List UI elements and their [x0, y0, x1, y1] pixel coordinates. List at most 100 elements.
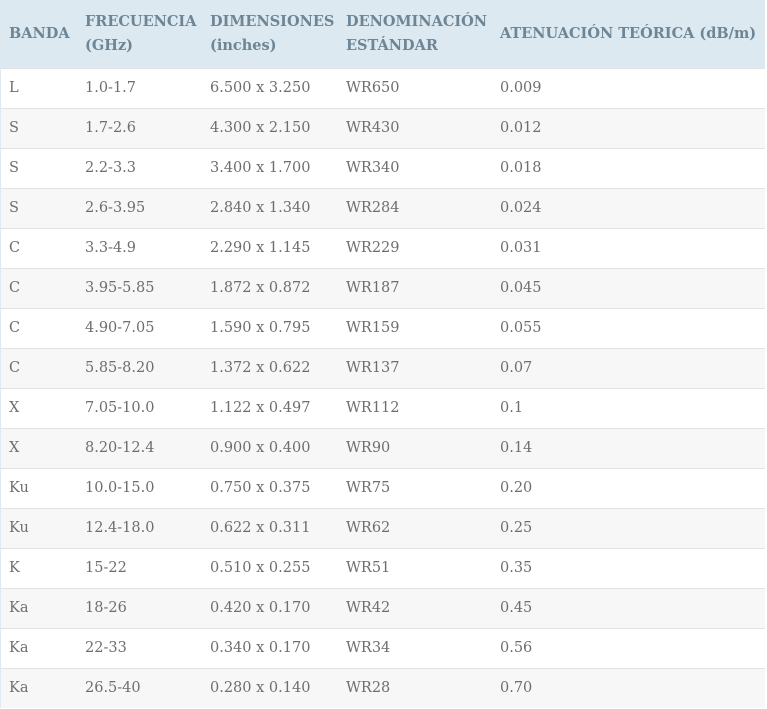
cell-dimensiones: 0.510 x 0.255	[210, 560, 311, 576]
cell-frecuencia: 1.7-2.6	[85, 120, 137, 136]
cell-banda: S	[9, 120, 19, 136]
cell-denominacion: WR42	[346, 600, 391, 616]
cell-frecuencia: 2.6-3.95	[85, 200, 146, 216]
cell-denominacion: WR340	[346, 160, 400, 176]
cell-frecuencia: 18-26	[85, 600, 127, 616]
cell-denominacion: WR62	[346, 520, 391, 536]
cell-denominacion: WR187	[346, 280, 400, 296]
cell-dimensiones: 4.300 x 2.150	[210, 120, 311, 136]
table-row: X 8.20-12.4 0.900 x 0.400 WR90 0.14	[1, 428, 765, 468]
cell-banda: Ku	[9, 520, 29, 536]
table-row: S 2.6-3.95 2.840 x 1.340 WR284 0.024	[1, 188, 765, 228]
cell-banda: C	[9, 280, 21, 296]
cell-banda: C	[9, 240, 21, 256]
cell-denominacion: WR159	[346, 320, 400, 336]
cell-denominacion: WR90	[346, 440, 391, 456]
cell-banda: X	[9, 400, 20, 416]
table-header: BANDA FRECUENCIA (GHz) DIMENSIONES (inch…	[1, 0, 765, 68]
cell-frecuencia: 22-33	[85, 640, 127, 656]
column-header-frecuencia: FRECUENCIA (GHz)	[85, 12, 197, 54]
cell-denominacion: WR650	[346, 80, 400, 96]
cell-dimensiones: 2.840 x 1.340	[210, 200, 311, 216]
cell-atenuacion: 0.25	[500, 520, 533, 536]
cell-atenuacion: 0.14	[500, 440, 533, 456]
cell-dimensiones: 6.500 x 3.250	[210, 80, 311, 96]
table-row: S 2.2-3.3 3.400 x 1.700 WR340 0.018	[1, 148, 765, 188]
cell-dimensiones: 1.372 x 0.622	[210, 360, 311, 376]
cell-denominacion: WR34	[346, 640, 391, 656]
cell-dimensiones: 3.400 x 1.700	[210, 160, 311, 176]
cell-atenuacion: 0.031	[500, 240, 542, 256]
cell-frecuencia: 10.0-15.0	[85, 480, 155, 496]
cell-atenuacion: 0.70	[500, 680, 533, 697]
column-header-dimensiones: DIMENSIONES (inches)	[210, 12, 335, 54]
cell-atenuacion: 0.35	[500, 560, 533, 576]
table-row: C 5.85-8.20 1.372 x 0.622 WR137 0.07	[1, 348, 765, 388]
column-header-atenuacion: ATENUACIÓN TEÓRICA (dB/m)	[500, 24, 757, 42]
cell-dimensiones: 0.622 x 0.311	[210, 520, 311, 536]
cell-atenuacion: 0.009	[500, 80, 542, 96]
table-row: C 3.95-5.85 1.872 x 0.872 WR187 0.045	[1, 268, 765, 308]
cell-frecuencia: 3.95-5.85	[85, 280, 155, 296]
cell-denominacion: WR284	[346, 200, 400, 216]
cell-atenuacion: 0.56	[500, 640, 533, 656]
cell-banda: L	[9, 80, 19, 96]
table-row: Ku 10.0-15.0 0.750 x 0.375 WR75 0.20	[1, 468, 765, 508]
header-row: BANDA FRECUENCIA (GHz) DIMENSIONES (inch…	[1, 0, 765, 68]
table-body: L 1.0-1.7 6.500 x 3.250 WR650 0.009 S 1.7-2.6 4…	[1, 68, 765, 708]
table-row: Ka 26.5-40 0.280 x 0.140 WR28 0.70	[1, 668, 765, 708]
cell-frecuencia: 5.85-8.20	[85, 360, 155, 376]
cell-atenuacion: 0.012	[500, 120, 542, 136]
cell-atenuacion: 0.20	[500, 480, 533, 496]
cell-banda: C	[9, 360, 21, 376]
cell-atenuacion: 0.018	[500, 160, 542, 176]
table-row: L 1.0-1.7 6.500 x 3.250 WR650 0.009	[1, 68, 765, 108]
column-header-denominacion: DENOMINACIÓN ESTÁNDAR	[346, 12, 488, 54]
cell-banda: C	[9, 320, 21, 336]
cell-dimensiones: 1.122 x 0.497	[210, 400, 311, 416]
cell-denominacion: WR28	[346, 680, 391, 697]
table-row: K 15-22 0.510 x 0.255 WR51 0.35	[1, 548, 765, 588]
cell-dimensiones: 2.290 x 1.145	[210, 240, 311, 256]
cell-dimensiones: 0.750 x 0.375	[210, 480, 311, 496]
cell-dimensiones: 0.900 x 0.400	[210, 440, 311, 456]
cell-atenuacion: 0.045	[500, 280, 542, 296]
table-row: Ka 22-33 0.340 x 0.170 WR34 0.56	[1, 628, 765, 668]
cell-denominacion: WR51	[346, 560, 391, 576]
cell-frecuencia: 1.0-1.7	[85, 80, 137, 96]
cell-dimensiones: 1.872 x 0.872	[210, 280, 311, 296]
cell-frecuencia: 12.4-18.0	[85, 520, 155, 536]
cell-frecuencia: 2.2-3.3	[85, 160, 137, 176]
cell-banda: K	[9, 560, 20, 576]
table-row: X 7.05-10.0 1.122 x 0.497 WR112 0.1	[1, 388, 765, 428]
cell-banda: Ka	[9, 640, 29, 656]
cell-dimensiones: 1.590 x 0.795	[210, 320, 311, 336]
cell-denominacion: WR430	[346, 120, 400, 136]
cell-denominacion: WR137	[346, 360, 400, 376]
table-row: Ku 12.4-18.0 0.622 x 0.311 WR62 0.25	[1, 508, 765, 548]
cell-frecuencia: 26.5-40	[85, 680, 141, 697]
cell-banda: Ka	[9, 600, 29, 616]
cell-denominacion: WR112	[346, 400, 400, 416]
table-row: C 4.90-7.05 1.590 x 0.795 WR159 0.055	[1, 308, 765, 348]
cell-atenuacion: 0.07	[500, 360, 533, 376]
cell-banda: S	[9, 160, 19, 176]
cell-atenuacion: 0.1	[500, 400, 524, 416]
cell-banda: S	[9, 200, 19, 216]
table-row: Ka 18-26 0.420 x 0.170 WR42 0.45	[1, 588, 765, 628]
cell-banda: X	[9, 440, 20, 456]
cell-denominacion: WR229	[346, 240, 400, 256]
cell-frecuencia: 15-22	[85, 560, 127, 576]
cell-frecuencia: 3.3-4.9	[85, 240, 137, 256]
cell-dimensiones: 0.420 x 0.170	[210, 600, 311, 616]
cell-frecuencia: 4.90-7.05	[85, 320, 155, 336]
cell-denominacion: WR75	[346, 480, 391, 496]
table-row: S 1.7-2.6 4.300 x 2.150 WR430 0.012	[1, 108, 765, 148]
cell-dimensiones: 0.340 x 0.170	[210, 640, 311, 656]
cell-dimensiones: 0.280 x 0.140	[210, 680, 311, 697]
cell-frecuencia: 8.20-12.4	[85, 440, 155, 456]
cell-frecuencia: 7.05-10.0	[85, 400, 155, 416]
cell-banda: Ku	[9, 480, 29, 496]
